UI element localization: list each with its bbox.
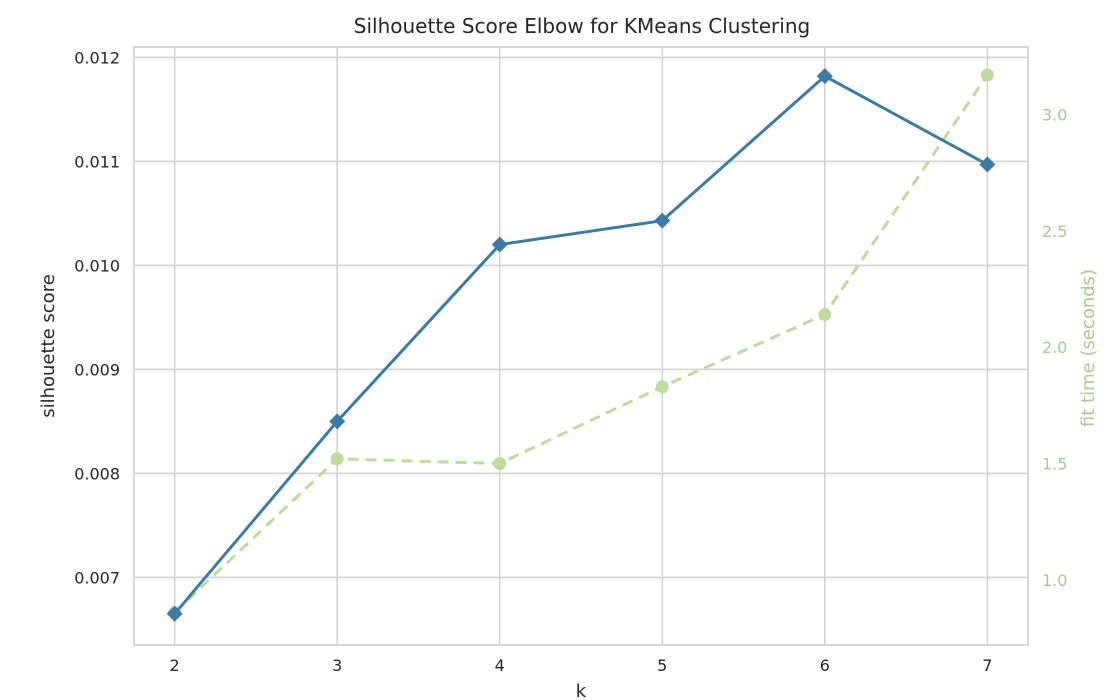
x-tick-label: 2 [170, 656, 180, 675]
score-point [654, 212, 671, 229]
fit-time-point [330, 452, 344, 466]
y2-tick-label: 1.0 [1042, 571, 1067, 590]
fit-time-point [655, 380, 669, 394]
y-tick-label: 0.008 [74, 464, 120, 483]
grid-lines [134, 47, 1028, 645]
tick-labels: 2 3 4 5 6 7 0.007 0.008 0.009 0.010 0.011 0.012 1.0 1… [74, 48, 1067, 675]
y-tick-label: 0.009 [74, 360, 120, 379]
x-axis-label: k [576, 681, 587, 700]
x-tick-label: 7 [982, 656, 992, 675]
score-point [329, 413, 346, 430]
x-tick-label: 3 [332, 656, 342, 675]
fit-time-line [173, 74, 989, 614]
score-point [491, 236, 508, 253]
score-point [816, 68, 833, 85]
plot-frame [133, 46, 1029, 646]
y-tick-label: 0.010 [74, 256, 120, 275]
fit-time-point [980, 68, 994, 82]
y-tick-label: 0.012 [74, 48, 120, 67]
score-point [166, 605, 183, 622]
x-tick-label: 4 [495, 656, 505, 675]
fit-time-point [493, 457, 507, 471]
data-series [166, 68, 996, 622]
y2-axis-label: fit time (seconds) [1078, 269, 1099, 427]
y-axis-label: silhouette score [38, 274, 59, 418]
score-line [173, 74, 989, 615]
y-tick-label: 0.011 [74, 152, 120, 171]
x-tick-label: 6 [820, 656, 830, 675]
y2-tick-label: 3.0 [1042, 105, 1067, 124]
y-tick-label: 0.007 [74, 568, 120, 587]
fit-time-point [818, 308, 832, 322]
chart-title: Silhouette Score Elbow for KMeans Cluste… [354, 14, 810, 38]
y2-tick-label: 2.0 [1042, 338, 1067, 357]
y2-tick-label: 2.5 [1042, 222, 1067, 241]
x-tick-label: 5 [657, 656, 667, 675]
score-point [979, 156, 996, 173]
y2-tick-label: 1.5 [1042, 455, 1067, 474]
